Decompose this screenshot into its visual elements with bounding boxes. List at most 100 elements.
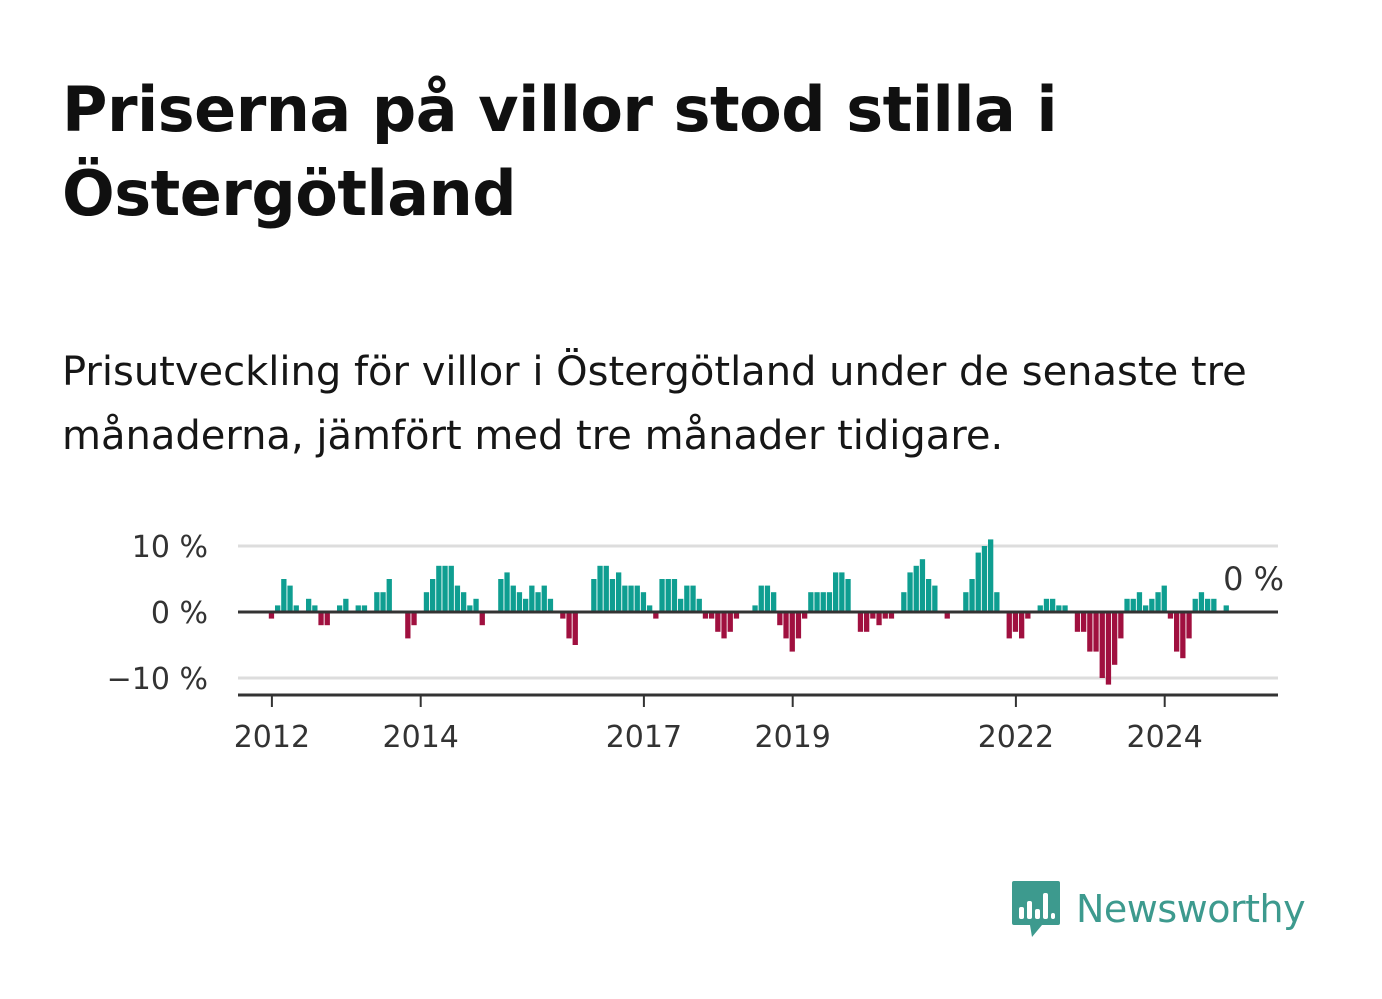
bar [361, 605, 368, 612]
bar [1112, 612, 1118, 665]
bar [820, 592, 826, 612]
bar [795, 612, 802, 639]
bar [380, 592, 386, 612]
bar [597, 565, 603, 612]
bar [659, 579, 665, 612]
bar [1105, 612, 1112, 685]
bar [616, 572, 622, 612]
bar [882, 612, 888, 619]
bar [733, 612, 740, 619]
bar [1074, 612, 1081, 632]
bar [461, 592, 467, 612]
bar [442, 565, 448, 612]
bar [1006, 612, 1012, 639]
bar [312, 605, 318, 612]
bar [1161, 585, 1167, 612]
bar [864, 612, 870, 632]
bar [913, 565, 919, 612]
bar [709, 612, 715, 619]
bar [634, 585, 640, 612]
bar [430, 579, 436, 612]
bar [907, 572, 913, 612]
bar [603, 565, 609, 612]
bar [1118, 612, 1124, 639]
x-tick-label: 2022 [978, 720, 1054, 755]
bar [963, 592, 969, 612]
bar [665, 579, 671, 612]
bar [702, 612, 709, 619]
bar [1124, 598, 1130, 612]
chart-subtitle: Prisutveckling för villor i Östergötland… [62, 349, 1247, 459]
newsworthy-chat-chart-icon [1012, 881, 1060, 937]
bars [268, 539, 1229, 685]
bar [758, 585, 764, 612]
bar [640, 592, 647, 612]
bar [374, 592, 380, 612]
bar [454, 585, 461, 612]
bar [479, 612, 485, 626]
bar [547, 598, 554, 612]
bar [771, 592, 777, 612]
bar [473, 598, 479, 612]
last-value-label: 0 % [1223, 560, 1284, 598]
bar [833, 572, 839, 612]
y-tick-label: 10 % [132, 530, 208, 565]
axes [238, 610, 1278, 697]
bar [721, 612, 727, 639]
newsworthy-logo: Newsworthy [1010, 878, 1306, 940]
bar [1081, 612, 1087, 632]
bar [901, 592, 907, 612]
bar [529, 585, 535, 612]
bar [498, 579, 504, 612]
bar [572, 612, 578, 645]
bar [926, 579, 932, 612]
bar [467, 605, 473, 612]
brand-name: Newsworthy [1076, 887, 1306, 931]
bar [324, 612, 330, 626]
bar [696, 598, 702, 612]
bar [1099, 612, 1105, 678]
bar [448, 565, 454, 612]
bar [1143, 605, 1149, 612]
bar [423, 592, 430, 612]
bar [355, 605, 361, 612]
x-tick-label: 2012 [234, 720, 310, 755]
bar [870, 612, 876, 619]
bar [839, 572, 845, 612]
bar [919, 559, 926, 612]
bar [609, 579, 616, 612]
bar [1136, 592, 1143, 612]
y-axis-labels: 10 % 0 % −10 % [107, 530, 208, 697]
bar [591, 579, 597, 612]
x-tick-label: 2019 [755, 720, 831, 755]
bar [535, 592, 541, 612]
bar [1174, 612, 1180, 652]
bar [647, 605, 653, 612]
x-tick-label: 2017 [606, 720, 682, 755]
bar [560, 612, 566, 619]
bar [777, 612, 783, 626]
bar [1093, 612, 1099, 652]
bar [411, 612, 417, 626]
bar [1025, 612, 1031, 619]
bar [944, 612, 950, 619]
bar [690, 585, 696, 612]
bar [845, 579, 851, 612]
bar [510, 585, 516, 612]
bar [523, 598, 529, 612]
bar [802, 612, 808, 619]
x-tick-label: 2024 [1127, 720, 1203, 755]
bar [814, 592, 820, 612]
bar [857, 612, 864, 632]
bar [1056, 605, 1062, 612]
bar [727, 612, 733, 632]
bar [1180, 612, 1186, 659]
bar [628, 585, 634, 612]
bar [566, 612, 572, 639]
bar [1167, 612, 1174, 619]
bar [343, 598, 349, 612]
bar [516, 592, 523, 612]
bar [436, 565, 442, 612]
bar [783, 612, 789, 639]
bar [268, 612, 275, 619]
